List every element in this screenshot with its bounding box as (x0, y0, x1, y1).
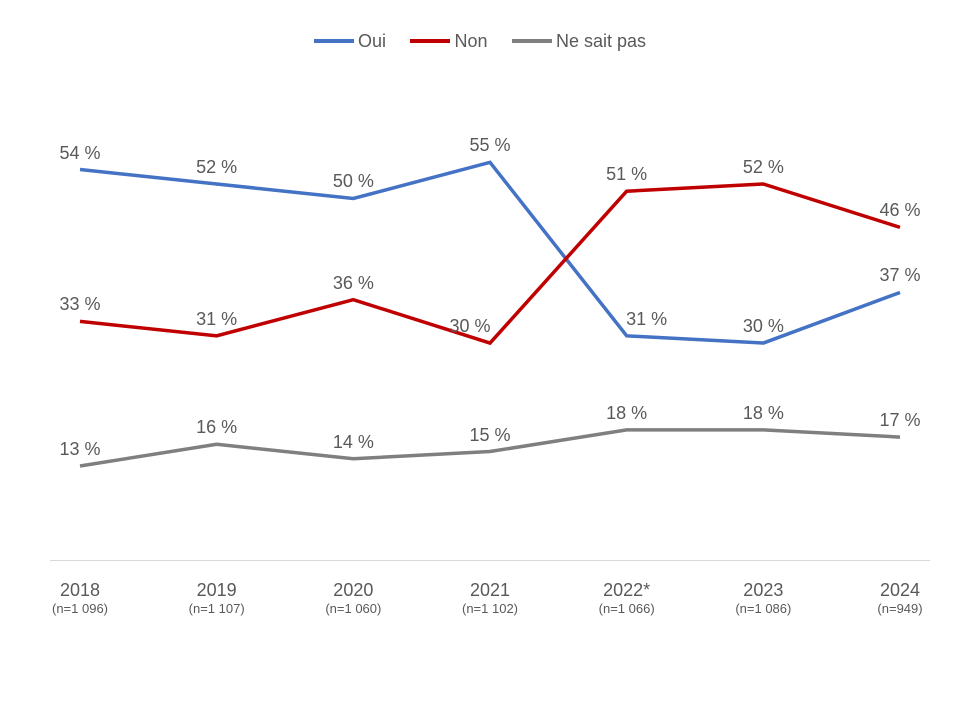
x-tick-year: 2020 (325, 580, 381, 601)
x-tick-sub: (n=1 060) (325, 601, 381, 616)
x-tick-year: 2022* (599, 580, 655, 601)
x-tick-year: 2023 (735, 580, 791, 601)
x-tick: 2021(n=1 102) (462, 580, 518, 616)
data-label: 31 % (196, 309, 237, 330)
data-label: 13 % (59, 439, 100, 460)
data-label: 52 % (743, 157, 784, 178)
data-label: 15 % (469, 425, 510, 446)
x-tick-year: 2024 (877, 580, 922, 601)
x-tick: 2018(n=1 096) (52, 580, 108, 616)
data-label: 46 % (879, 200, 920, 221)
x-tick-sub: (n=1 102) (462, 601, 518, 616)
data-label: 18 % (743, 403, 784, 424)
data-label: 33 % (59, 294, 100, 315)
x-tick: 2022*(n=1 066) (599, 580, 655, 616)
line-chart: Oui Non Ne sait pas 54 %52 %50 %55 %31 %… (0, 0, 960, 720)
x-tick: 2024(n=949) (877, 580, 922, 616)
data-label: 52 % (196, 157, 237, 178)
data-label: 18 % (606, 403, 647, 424)
x-tick-sub: (n=1 107) (189, 601, 245, 616)
data-label: 36 % (333, 273, 374, 294)
data-label: 54 % (59, 143, 100, 164)
x-tick: 2023(n=1 086) (735, 580, 791, 616)
x-tick-sub: (n=1 096) (52, 601, 108, 616)
x-tick-year: 2021 (462, 580, 518, 601)
data-label: 31 % (626, 309, 667, 330)
x-tick-sub: (n=1 086) (735, 601, 791, 616)
data-label: 30 % (449, 316, 490, 337)
x-tick-sub: (n=1 066) (599, 601, 655, 616)
data-label: 50 % (333, 171, 374, 192)
data-label: 51 % (606, 164, 647, 185)
x-tick: 2020(n=1 060) (325, 580, 381, 616)
x-tick-sub: (n=949) (877, 601, 922, 616)
data-label: 14 % (333, 432, 374, 453)
data-label: 17 % (879, 410, 920, 431)
x-tick-year: 2018 (52, 580, 108, 601)
data-label: 55 % (469, 135, 510, 156)
x-tick: 2019(n=1 107) (189, 580, 245, 616)
x-tick-year: 2019 (189, 580, 245, 601)
data-label: 37 % (879, 265, 920, 286)
data-label: 16 % (196, 417, 237, 438)
data-label: 30 % (743, 316, 784, 337)
